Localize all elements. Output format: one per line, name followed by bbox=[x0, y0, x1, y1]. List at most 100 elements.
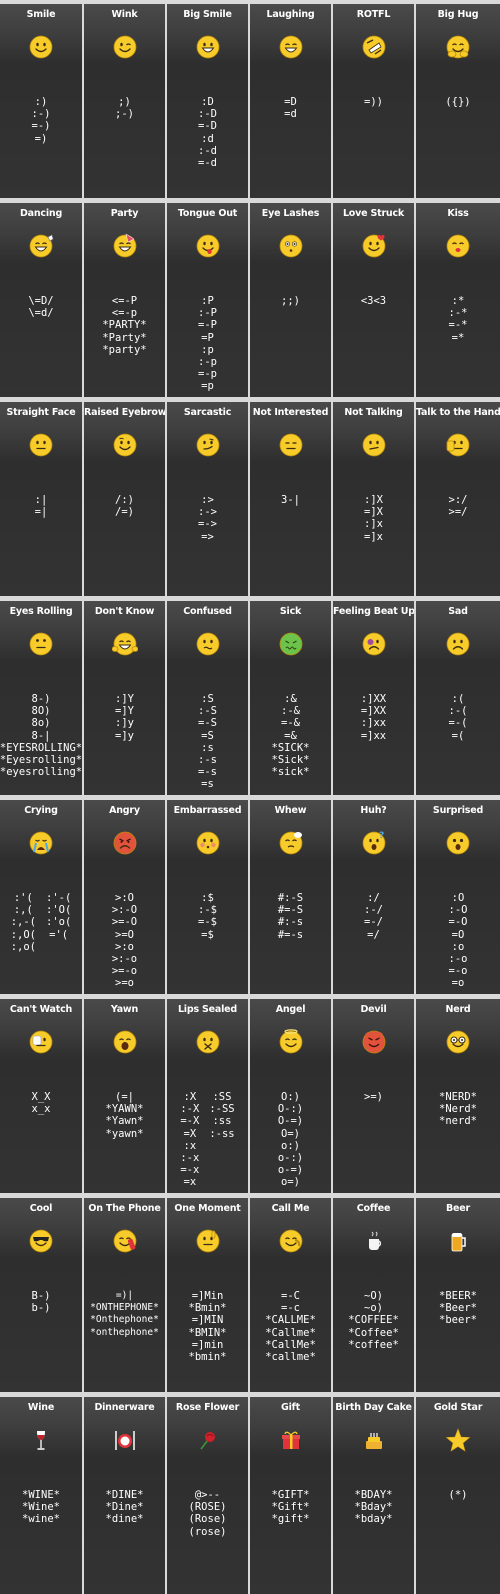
code-column: >=) bbox=[364, 1091, 383, 1103]
shortcut-code: =-o bbox=[448, 965, 468, 978]
emoticon-codes: X_X x_x bbox=[0, 1091, 82, 1115]
angry-icon bbox=[112, 830, 138, 856]
emoticon-name: Straight Face bbox=[6, 407, 76, 418]
emoticon-name: Birth Day Cake bbox=[335, 1402, 412, 1413]
shortcut-code: *Party* bbox=[102, 331, 147, 344]
shortcut-code: >:/ bbox=[448, 494, 468, 506]
gift-icon bbox=[278, 1427, 304, 1453]
emoticon-cell-gold-star: Gold Star (*) bbox=[416, 1397, 500, 1594]
emoticon-name: Huh? bbox=[360, 805, 387, 816]
code-column: *WINE* *Wine* *wine* bbox=[22, 1489, 60, 1526]
shortcut-code: :-s bbox=[198, 754, 217, 767]
shortcut-code: *BEER* bbox=[439, 1290, 477, 1302]
shortcut-code: :]y bbox=[115, 717, 134, 730]
emoticon-codes: ({}) bbox=[416, 96, 500, 108]
emoticon-name: Tongue Out bbox=[177, 208, 238, 219]
shortcut-code: =]xx bbox=[360, 729, 387, 742]
shortcut-code: =]Y bbox=[115, 705, 134, 718]
eye-lashes-icon bbox=[278, 233, 304, 259]
shortcut-code: :-* bbox=[448, 307, 468, 320]
shortcut-code: :-SS bbox=[209, 1103, 235, 1116]
shortcut-code: =D bbox=[284, 96, 297, 108]
shortcut-code: :]X bbox=[364, 494, 383, 506]
shortcut-code: 8-) bbox=[31, 693, 51, 705]
code-column: :| =| bbox=[35, 494, 48, 518]
shortcut-code: =P bbox=[201, 331, 214, 344]
shortcut-code: ;) bbox=[118, 96, 131, 108]
shortcut-code: =)| bbox=[115, 1290, 134, 1301]
emoticon-cell-love-struck: Love Struck <3<3 bbox=[333, 203, 414, 397]
shortcut-code: :* bbox=[451, 295, 465, 307]
shortcut-code: *sick* bbox=[271, 766, 310, 779]
emoticon-cell-laughing: Laughing =D =d bbox=[250, 4, 331, 198]
emoticon-codes: =)| *ONTHEPHONE* *Onthephone* *onthephone* bbox=[84, 1290, 165, 1339]
emoticon-cell-embarrassed: Embarrassed:$:-$ =-$ =$ bbox=[167, 800, 248, 994]
code-column: >:O >:-O >=-O >=O >:o >:-o >=-o >=o bbox=[112, 892, 137, 990]
shortcut-code: *NERD* bbox=[439, 1091, 477, 1103]
emoticon-name: Confused bbox=[183, 606, 232, 617]
code-column: :SS:-SS:ss:-ss bbox=[209, 1091, 234, 1140]
code-column: 3-| bbox=[281, 494, 300, 506]
shortcut-code: *coffee* bbox=[348, 1338, 399, 1351]
emoticon-codes: *NERD* *Nerd* *nerd* bbox=[416, 1091, 500, 1128]
emoticon-cell-eyes-rolling: Eyes Rolling 8-) 8O) 8o) 8-| *EYESROLLING* *Ey… bbox=[0, 601, 82, 795]
emoticon-cell-sarcastic: Sarcastic:>:-> =-> => bbox=[167, 402, 248, 596]
code-column: :'-(:'O(:'o(='( bbox=[46, 892, 71, 941]
emoticon-cell-not-interested: Not Interested 3-| bbox=[250, 402, 331, 596]
emoticon-cell-kiss: Kiss:*:-* =-* =* bbox=[416, 203, 500, 397]
emoticon-codes: *DINE* *Dine* *dine* bbox=[84, 1489, 165, 1526]
shortcut-code: <3<3 bbox=[360, 295, 387, 307]
shortcut-code: >=) bbox=[364, 1091, 383, 1103]
shortcut-code: >=o bbox=[115, 977, 134, 990]
code-column: #:-S #=-S #:-s #=-s bbox=[278, 892, 303, 941]
shortcut-code: :]Y bbox=[115, 693, 134, 705]
shortcut-code: =O bbox=[451, 928, 465, 941]
emoticon-name: Devil bbox=[360, 1004, 387, 1015]
emoticon-cell-devil: Devil >=) bbox=[333, 999, 414, 1193]
emoticon-codes: >:O >:-O >=-O >=O >:o >:-o >=-o >=o bbox=[84, 892, 165, 990]
shortcut-code: =-C bbox=[281, 1290, 300, 1302]
emoticon-name: Can't Watch bbox=[9, 1004, 73, 1015]
code-column: ;) ;-) bbox=[115, 96, 134, 120]
shortcut-code: :]xx bbox=[360, 717, 387, 730]
birthday-cake-icon bbox=[361, 1427, 387, 1453]
shortcut-code: =-S bbox=[198, 717, 217, 730]
shortcut-code: =]X bbox=[364, 506, 383, 519]
emoticon-cell-smile: Smile:):-) =-) =) bbox=[0, 4, 82, 198]
one-moment-icon bbox=[195, 1228, 221, 1254]
emoticon-codes: <=-P <=-p *PARTY* *Party* *party* bbox=[84, 295, 165, 356]
emoticon-codes: :'(:,(:,-(:,O(:,o( :'-(:'O(:'o(='( bbox=[0, 892, 82, 953]
shortcut-code: =$ bbox=[201, 928, 214, 941]
code-column: :]X =]X:]x =]x bbox=[364, 494, 383, 543]
shortcut-code: =-* bbox=[448, 319, 468, 332]
code-column: =D =d bbox=[284, 96, 297, 120]
shortcut-code: *callme* bbox=[265, 1351, 316, 1364]
code-column: :*:-* =-* =* bbox=[449, 295, 468, 344]
emoticon-name: Raised Eyebrow bbox=[84, 407, 165, 418]
shortcut-code: :-( bbox=[448, 705, 468, 718]
shortcut-code: =-/ bbox=[364, 916, 383, 929]
shortcut-code: :-O bbox=[448, 904, 468, 917]
emoticon-name: Sick bbox=[279, 606, 302, 617]
code-column: O:) O-:) O-=) O=) o:) o-:) o-=) o=) bbox=[278, 1091, 303, 1189]
emoticon-name: Angry bbox=[109, 805, 140, 816]
emoticon-name: Call Me bbox=[271, 1203, 310, 1214]
shortcut-code: *DINE* bbox=[105, 1489, 144, 1501]
shortcut-code: *Dine* bbox=[105, 1501, 144, 1514]
code-column: :]Y =]Y:]y =]y bbox=[115, 693, 134, 742]
emoticon-name: ROTFL bbox=[356, 9, 391, 20]
emoticon-cell-straight-face: Straight Face :| =| bbox=[0, 402, 82, 596]
emoticon-codes: /:)/=) bbox=[84, 494, 165, 518]
shortcut-code: (Rose) bbox=[188, 1513, 227, 1526]
shortcut-code: o-=) bbox=[277, 1164, 304, 1177]
shortcut-code: :O bbox=[451, 892, 465, 904]
shortcut-code: :-> bbox=[198, 506, 217, 519]
shortcut-code: *GIFT* bbox=[271, 1489, 310, 1501]
laughing-icon bbox=[278, 34, 304, 60]
shortcut-code: /=) bbox=[115, 506, 134, 519]
lips-sealed-icon bbox=[195, 1029, 221, 1055]
emoticon-codes: *WINE* *Wine* *wine* bbox=[0, 1489, 82, 1526]
emoticon-cell-eye-lashes: Eye Lashes;;) bbox=[250, 203, 331, 397]
shortcut-code: =-c bbox=[281, 1302, 300, 1315]
code-column: :'(:,(:,-(:,O(:,o( bbox=[11, 892, 36, 953]
